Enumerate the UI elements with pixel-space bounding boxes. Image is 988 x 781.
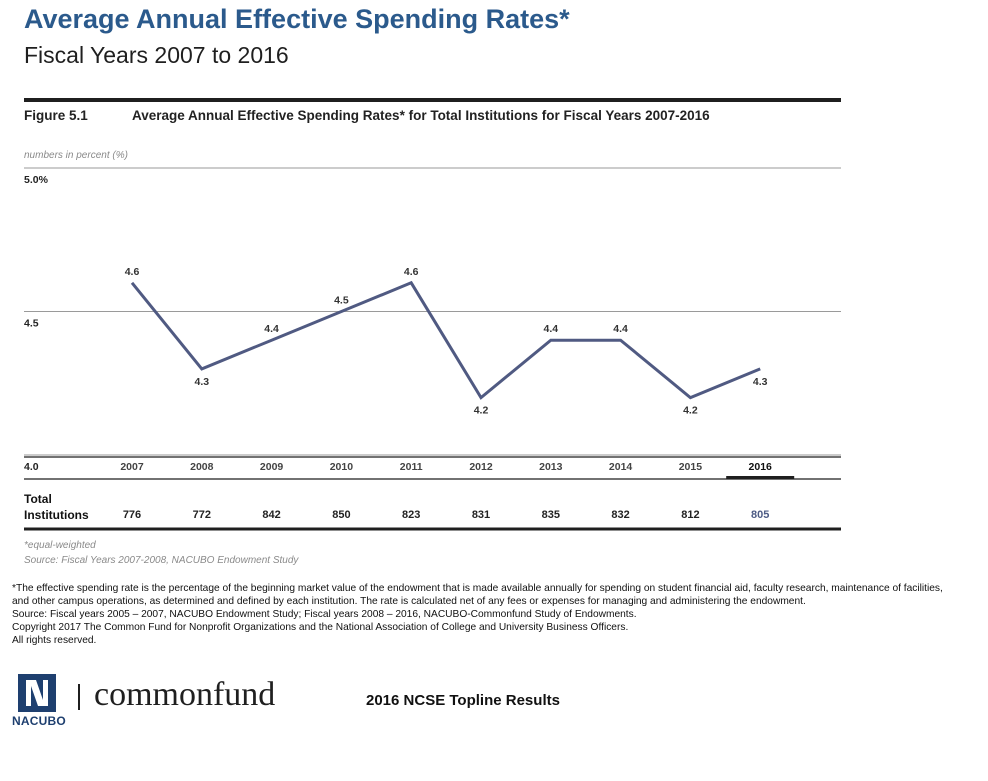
table-cell: 832 (611, 509, 629, 521)
footnote-copyright: Copyright 2017 The Common Fund for Nonpr… (12, 622, 629, 633)
data-label: 4.6 (125, 266, 140, 278)
x-tick-label: 2012 (469, 461, 493, 473)
nacubo-logo-mark (18, 674, 56, 712)
units-note: numbers in percent (%) (24, 150, 128, 161)
footnote-rights: All rights reserved. (12, 635, 97, 646)
data-label: 4.6 (404, 266, 419, 278)
chart-series (130, 280, 761, 400)
figure-title: Average Annual Effective Spending Rates*… (132, 108, 710, 123)
x-tick-label: 2015 (679, 461, 703, 473)
series-line (130, 280, 761, 400)
nacubo-n-icon (26, 680, 48, 706)
table-cell: 805 (751, 509, 769, 521)
x-tick-label: 2007 (120, 461, 144, 473)
brand-divider (78, 684, 80, 710)
footnotes: *The effective spending rate is the perc… (12, 582, 947, 647)
data-label: 4.3 (753, 376, 768, 388)
equal-weighted-note: *equal-weighted (24, 540, 96, 551)
x-tick-label: 2016 (749, 461, 773, 473)
table-row-label-line2: Institutions (24, 508, 89, 522)
institutions-table: Total Institutions 776 772 842 850 823 831 835 83… (24, 492, 769, 522)
data-label: 4.2 (474, 405, 489, 417)
table-cell: 823 (402, 509, 420, 521)
figure-top-rule (24, 98, 841, 102)
table-cell: 835 (542, 509, 560, 521)
table-row-label-line1: Total (24, 492, 52, 506)
y-tick-label: 4.0 (24, 461, 39, 473)
highlight-underline (726, 476, 795, 479)
table-cell: 812 (681, 509, 699, 521)
footnote-definition: *The effective spending rate is the perc… (12, 583, 943, 607)
table-cell: 842 (262, 509, 280, 521)
commonfund-brand: commonfund (94, 676, 276, 713)
chart-data-labels: 4.6 4.3 4.4 4.5 4.6 4.2 4.4 4.4 4.2 4.3 (125, 266, 768, 417)
data-label: 4.4 (264, 323, 279, 335)
line-chart: 5.0% 4.5 4.0 2007 2008 2009 2010 2011 2012 2013 20… (24, 167, 841, 531)
data-label: 4.4 (543, 323, 558, 335)
x-tick-label: 2013 (539, 461, 563, 473)
data-label: 4.2 (683, 405, 698, 417)
footnote-source: Source: Fiscal years 2005 – 2007, NACUBO… (12, 609, 637, 620)
x-tick-label: 2010 (330, 461, 354, 473)
data-label: 4.4 (613, 323, 628, 335)
data-label: 4.3 (194, 376, 209, 388)
report-label: 2016 NCSE Topline Results (366, 692, 560, 709)
chart-gridlines (24, 167, 841, 456)
figure-label: Figure 5.1 (24, 108, 88, 123)
table-cell: 850 (332, 509, 350, 521)
y-tick-label: 4.5 (24, 318, 39, 330)
data-label: 4.5 (334, 295, 349, 307)
chart-axis: 5.0% 4.5 4.0 2007 2008 2009 2010 2011 2012 2013 20… (24, 174, 841, 531)
x-tick-label: 2014 (609, 461, 633, 473)
x-tick-label: 2008 (190, 461, 214, 473)
x-tick-label: 2009 (260, 461, 284, 473)
table-cell: 772 (193, 509, 211, 521)
x-tick-label: 2011 (400, 461, 423, 473)
y-tick-label: 5.0% (24, 174, 49, 186)
page-title: Average Annual Effective Spending Rates* (24, 4, 570, 34)
page-subtitle: Fiscal Years 2007 to 2016 (24, 42, 289, 68)
nacubo-logo: NACUBO (12, 674, 72, 730)
table-cell: 776 (123, 509, 141, 521)
chart-source-note: Source: Fiscal Years 2007-2008, NACUBO E… (24, 555, 299, 566)
table-cell: 831 (472, 509, 490, 521)
nacubo-logo-text: NACUBO (12, 714, 66, 728)
